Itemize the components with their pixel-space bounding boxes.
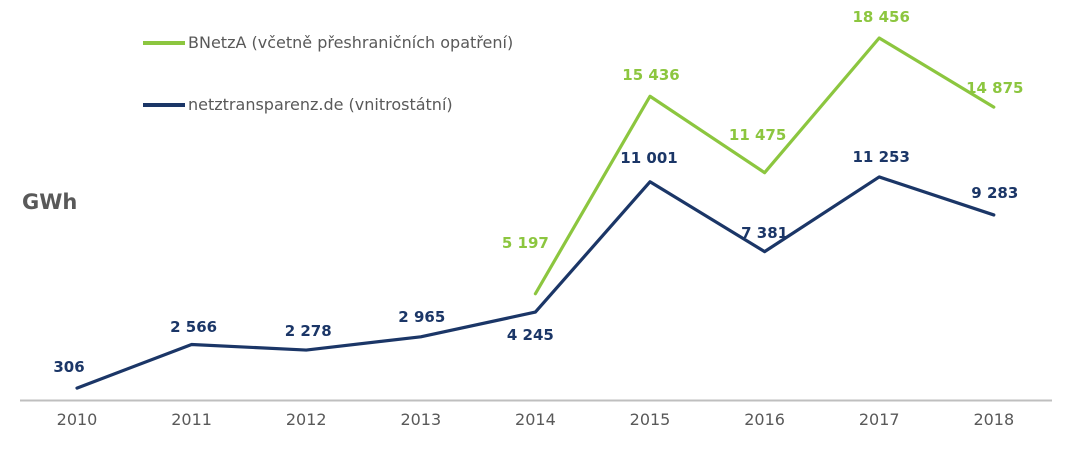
- series-line-bnetza: [533, 36, 996, 296]
- data-label-netztransparenz: 11 001: [620, 148, 678, 167]
- data-label-bnetza: 15 436: [622, 66, 680, 85]
- data-label-bnetza: 18 456: [852, 8, 910, 26]
- x-tick-label: 2014: [515, 410, 556, 429]
- data-label-netztransparenz: 11 253: [852, 147, 910, 166]
- data-label-bnetza: 11 475: [728, 125, 787, 144]
- data-label-netztransparenz: 7 381: [741, 223, 789, 242]
- legend-item-bnetza: BNetzA (včetně přeshraničních opatření): [143, 33, 513, 53]
- data-label-netztransparenz: 2 965: [398, 307, 446, 326]
- x-tick-label: 2017: [858, 410, 900, 429]
- x-tick-label: 2012: [285, 410, 327, 429]
- x-tick-label: 2018: [973, 410, 1015, 429]
- legend-item-netztransparenz: netztransparenz.de (vnitrostátní): [143, 95, 513, 115]
- legend-label-bnetza: BNetzA (včetně přeshraničních opatření): [188, 33, 514, 52]
- y-axis-unit-label: GWh: [22, 190, 78, 214]
- x-tick-label: 2011: [171, 410, 212, 429]
- legend-line-swatch-netztransparenz: [143, 103, 185, 107]
- legend: BNetzA (včetně přeshraničních opatření) …: [143, 33, 513, 115]
- data-label-netztransparenz: 9 283: [971, 183, 1019, 202]
- legend-line-swatch-bnetza: [143, 41, 185, 45]
- legend-label-netztransparenz: netztransparenz.de (vnitrostátní): [188, 95, 453, 114]
- series-line-netztransparenz: [75, 175, 996, 390]
- data-label-netztransparenz: 306: [53, 358, 85, 377]
- data-label-netztransparenz: 4 245: [506, 326, 554, 345]
- data-label-bnetza: 14 875: [966, 79, 1024, 98]
- x-tick-label: 2016: [744, 410, 785, 429]
- data-label-bnetza: 5 197: [501, 233, 549, 252]
- x-tick-label: 2013: [400, 410, 442, 429]
- x-tick-label: 2010: [56, 410, 98, 429]
- data-label-netztransparenz: 2 566: [170, 317, 218, 336]
- data-label-netztransparenz: 2 278: [284, 322, 332, 341]
- x-tick-label: 2015: [629, 410, 671, 429]
